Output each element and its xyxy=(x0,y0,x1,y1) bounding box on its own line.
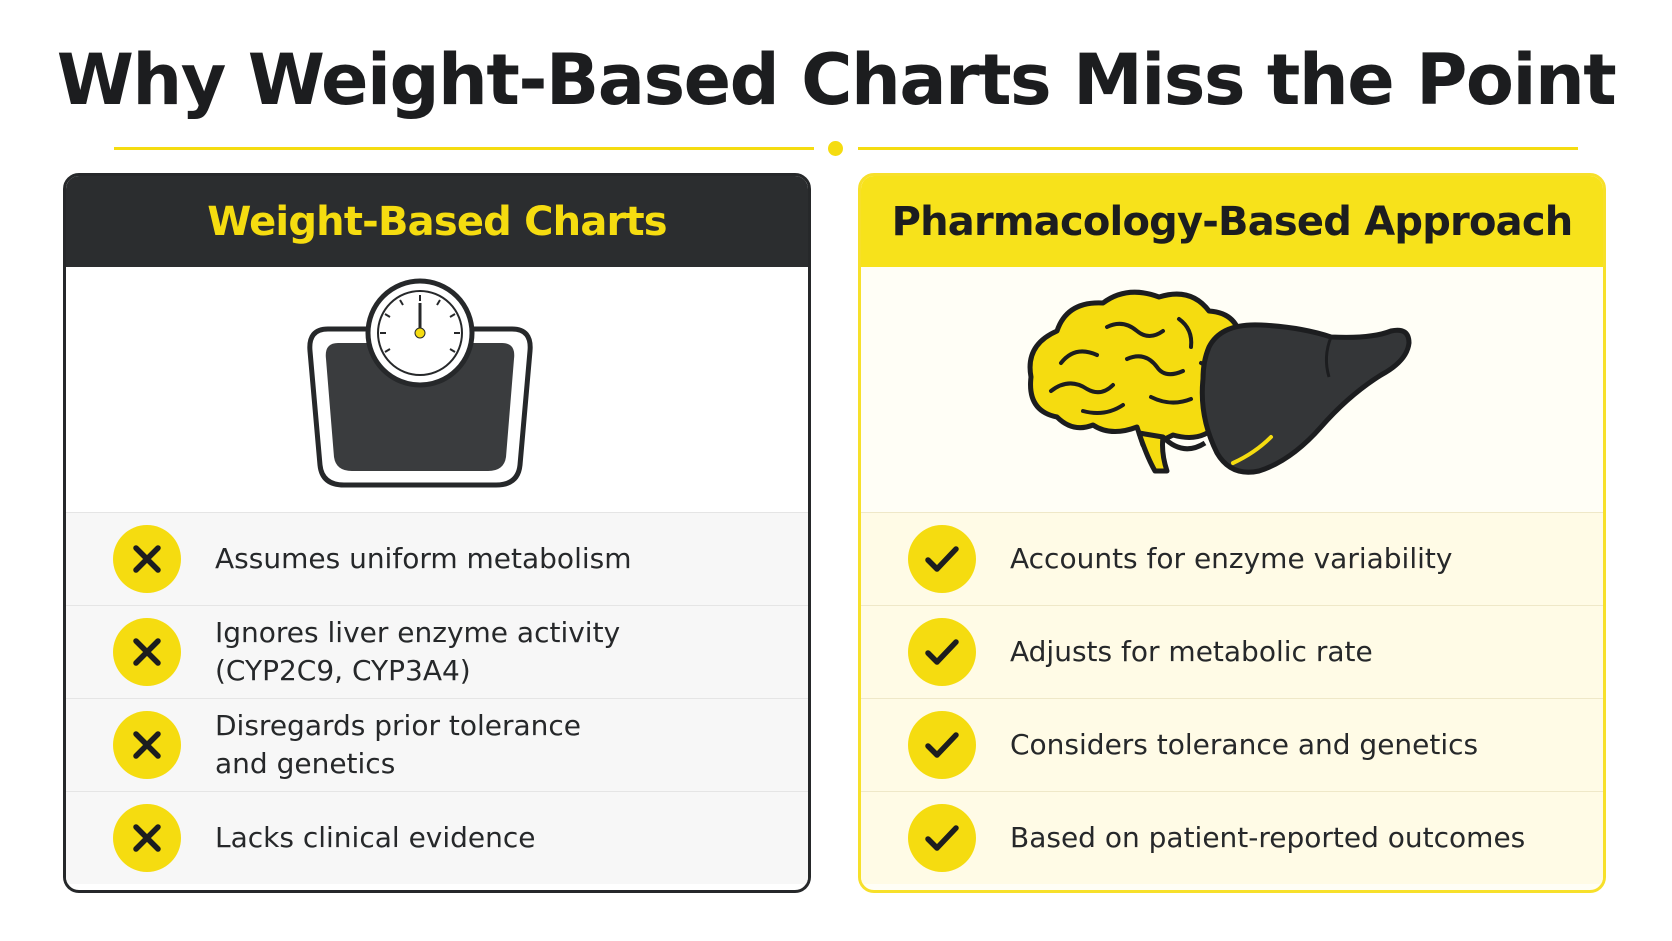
illustration-area xyxy=(861,267,1603,512)
x-icon xyxy=(113,618,181,686)
item-text: Adjusts for metabolic rate xyxy=(1010,635,1373,668)
pharmacology-based-panel: Pharmacology-Based Approach xyxy=(858,173,1606,893)
illustration-area xyxy=(66,267,808,512)
item-text: Disregards prior tolerance xyxy=(215,709,582,742)
check-icon xyxy=(908,711,976,779)
pharmacology-based-header: Pharmacology-Based Approach xyxy=(861,176,1603,267)
title-divider-dot xyxy=(828,141,843,156)
x-icon xyxy=(113,525,181,593)
page-title: Why Weight-Based Charts Miss the Point xyxy=(56,39,1617,121)
title-divider-right xyxy=(858,147,1578,150)
weight-based-list: Assumes uniform metabolism Ignores liver… xyxy=(66,512,808,884)
item-text: Ignores liver enzyme activity xyxy=(215,616,621,649)
list-item: Disregards prior tolerance and genetics xyxy=(66,698,808,791)
check-icon xyxy=(908,618,976,686)
item-text: Accounts for enzyme variability xyxy=(1010,542,1453,575)
x-icon xyxy=(113,804,181,872)
item-text: (CYP2C9, CYP3A4) xyxy=(215,654,471,687)
check-icon xyxy=(908,525,976,593)
pharmacology-based-list: Accounts for enzyme variability Adjusts … xyxy=(861,512,1603,884)
list-item: Adjusts for metabolic rate xyxy=(861,605,1603,698)
x-icon xyxy=(113,711,181,779)
brain-and-liver-icon xyxy=(1027,289,1412,475)
list-item: Assumes uniform metabolism xyxy=(66,512,808,605)
item-text: Based on patient-reported outcomes xyxy=(1010,821,1526,854)
list-item: Accounts for enzyme variability xyxy=(861,512,1603,605)
weight-based-header: Weight-Based Charts xyxy=(66,176,808,267)
weight-based-panel: Weight-Based Charts xyxy=(63,173,811,893)
item-text: Lacks clinical evidence xyxy=(215,821,536,854)
title-divider-left xyxy=(114,147,814,150)
list-item: Lacks clinical evidence xyxy=(66,791,808,884)
bathroom-scale-icon xyxy=(307,278,533,488)
list-item: Based on patient-reported outcomes xyxy=(861,791,1603,884)
item-text: Considers tolerance and genetics xyxy=(1010,728,1479,761)
check-icon xyxy=(908,804,976,872)
list-item: Ignores liver enzyme activity (CYP2C9, C… xyxy=(66,605,808,698)
item-text: Assumes uniform metabolism xyxy=(215,542,632,575)
item-text: and genetics xyxy=(215,747,396,780)
list-item: Considers tolerance and genetics xyxy=(861,698,1603,791)
